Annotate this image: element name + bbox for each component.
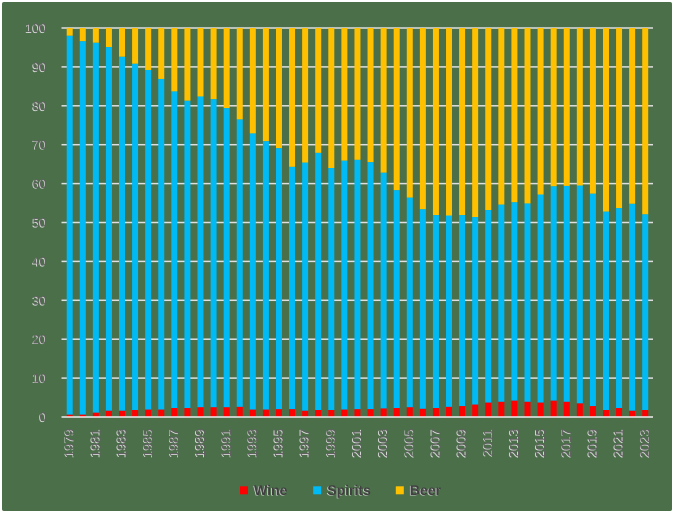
svg-text:1989: 1989 — [192, 429, 207, 458]
svg-text:2017: 2017 — [559, 429, 574, 458]
svg-text:1985: 1985 — [140, 429, 155, 458]
svg-text:2001: 2001 — [349, 429, 364, 458]
svg-text:1993: 1993 — [244, 429, 259, 458]
svg-text:1999: 1999 — [323, 429, 338, 458]
svg-text:2015: 2015 — [533, 429, 548, 458]
svg-text:60: 60 — [33, 177, 47, 191]
svg-text:2001: 2001 — [350, 429, 365, 458]
svg-text:2011: 2011 — [481, 429, 496, 457]
svg-text:100: 100 — [26, 21, 47, 35]
svg-text:70: 70 — [33, 138, 47, 152]
svg-text:1987: 1987 — [166, 429, 181, 458]
svg-text:1983: 1983 — [114, 429, 129, 458]
svg-text:10: 10 — [32, 372, 46, 386]
svg-text:20: 20 — [33, 332, 47, 346]
svg-text:1979: 1979 — [61, 429, 76, 458]
svg-text:1993: 1993 — [245, 429, 260, 458]
svg-text:20: 20 — [32, 333, 46, 347]
svg-text:1997: 1997 — [297, 429, 312, 458]
svg-text:Beer: Beer — [410, 482, 442, 498]
svg-text:0: 0 — [40, 410, 47, 424]
svg-text:2021: 2021 — [611, 429, 626, 458]
svg-text:Spirits: Spirits — [326, 483, 370, 499]
svg-text:2009: 2009 — [454, 429, 469, 458]
svg-text:30: 30 — [33, 294, 47, 308]
svg-text:100: 100 — [25, 22, 46, 36]
svg-text:1999: 1999 — [324, 429, 339, 458]
svg-text:Wine: Wine — [254, 482, 288, 498]
svg-text:Beer: Beer — [409, 483, 441, 499]
svg-text:1981: 1981 — [88, 429, 103, 458]
svg-text:1991: 1991 — [218, 429, 233, 458]
svg-text:2017: 2017 — [558, 429, 573, 458]
svg-text:1983: 1983 — [114, 429, 129, 458]
svg-text:2005: 2005 — [401, 429, 416, 458]
svg-text:2009: 2009 — [455, 429, 470, 458]
svg-text:2003: 2003 — [376, 429, 391, 458]
svg-text:40: 40 — [33, 255, 47, 269]
svg-text:1985: 1985 — [141, 429, 156, 458]
svg-text:Wine: Wine — [253, 483, 287, 499]
svg-text:50: 50 — [33, 216, 47, 230]
svg-text:80: 80 — [33, 99, 47, 113]
svg-text:1991: 1991 — [219, 429, 234, 458]
svg-text:70: 70 — [32, 139, 46, 153]
svg-text:1981: 1981 — [87, 429, 102, 458]
svg-text:2019: 2019 — [585, 429, 600, 458]
svg-text:2013: 2013 — [506, 429, 521, 458]
svg-text:0: 0 — [39, 411, 46, 425]
svg-text:2011: 2011 — [480, 429, 495, 457]
svg-text:90: 90 — [33, 60, 47, 74]
svg-text:2005: 2005 — [402, 429, 417, 458]
svg-text:1995: 1995 — [271, 429, 286, 458]
svg-text:2007: 2007 — [428, 429, 443, 458]
svg-text:Spirits: Spirits — [327, 482, 371, 498]
svg-text:80: 80 — [32, 100, 46, 114]
svg-text:2023: 2023 — [638, 429, 653, 458]
svg-text:1989: 1989 — [193, 429, 208, 458]
svg-text:10: 10 — [33, 371, 47, 385]
svg-text:2023: 2023 — [637, 429, 652, 458]
svg-text:2021: 2021 — [611, 429, 626, 458]
svg-text:2003: 2003 — [375, 429, 390, 458]
svg-text:90: 90 — [32, 61, 46, 75]
svg-text:2019: 2019 — [585, 429, 600, 458]
svg-text:60: 60 — [32, 178, 46, 192]
svg-text:1987: 1987 — [167, 429, 182, 458]
svg-text:2013: 2013 — [507, 429, 522, 458]
svg-text:30: 30 — [32, 294, 46, 308]
svg-text:1979: 1979 — [62, 429, 77, 458]
svg-text:40: 40 — [32, 255, 46, 269]
svg-text:2015: 2015 — [532, 429, 547, 458]
svg-text:1997: 1997 — [298, 429, 313, 458]
svg-text:50: 50 — [32, 217, 46, 231]
svg-text:1995: 1995 — [271, 429, 286, 458]
svg-text:2007: 2007 — [428, 429, 443, 458]
